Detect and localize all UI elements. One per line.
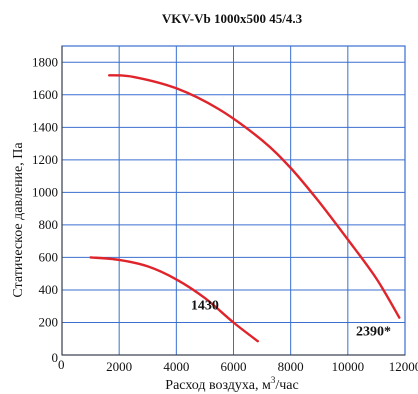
x-tick-label: 0 <box>58 357 65 372</box>
y-tick-label: 1600 <box>32 87 58 102</box>
y-tick-label: 600 <box>39 249 59 264</box>
y-axis-ticks: 0 200 400 600 800 1000 1200 1400 1600 1800 <box>32 54 58 365</box>
x-tick-label: 4000 <box>163 359 189 374</box>
y-tick-label: 0 <box>52 350 59 365</box>
y-tick-label: 1200 <box>32 152 58 167</box>
curve-label-2390: 2390* <box>356 324 391 339</box>
x-tick-label: 10000 <box>332 359 365 374</box>
series-line-2390 <box>108 74 401 319</box>
curves <box>89 74 401 343</box>
x-axis-ticks: 0 2000 4000 6000 8000 10000 12000 <box>58 357 418 374</box>
y-tick-label: 1400 <box>32 119 58 134</box>
y-tick-label: 1800 <box>32 54 58 69</box>
y-axis-label: Статическое давление, Па <box>11 142 26 298</box>
x-tick-label: 12000 <box>389 359 418 374</box>
x-axis-label: Расход воздуха, м3/час <box>165 375 298 393</box>
y-tick-label: 800 <box>39 217 59 232</box>
curve-label-1430: 1430 <box>191 298 219 313</box>
y-tick-label: 400 <box>39 282 59 297</box>
x-tick-label: 8000 <box>278 359 304 374</box>
x-tick-label: 2000 <box>106 359 132 374</box>
curve-labels: 1430 2390* <box>191 298 391 339</box>
y-tick-label: 1000 <box>32 184 58 199</box>
y-tick-label: 200 <box>39 314 59 329</box>
x-tick-label: 6000 <box>221 359 247 374</box>
grid <box>61 45 406 356</box>
series-line-1430 <box>89 256 259 343</box>
chart-title: VKV-Vb 1000x500 45/4.3 <box>162 11 303 26</box>
